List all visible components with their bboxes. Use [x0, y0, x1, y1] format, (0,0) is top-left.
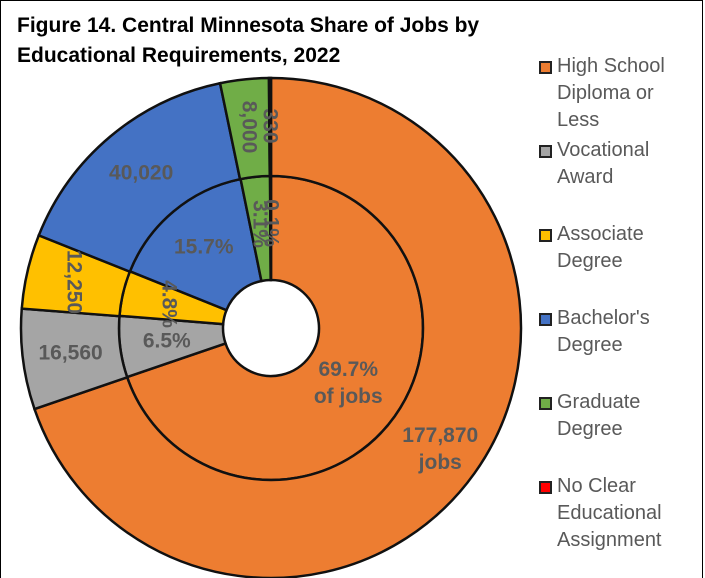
- data-label: 69.7% of jobs: [313, 358, 383, 409]
- legend-swatch: [539, 481, 552, 494]
- legend-swatch: [539, 229, 552, 242]
- data-label: 4.8%: [157, 280, 181, 328]
- legend-swatch: [539, 313, 552, 326]
- data-label: 0.1%: [259, 199, 283, 247]
- legend-label: Graduate Degree: [557, 391, 641, 440]
- legend-swatch: [539, 145, 552, 158]
- data-label: 177,870 jobs: [402, 423, 479, 474]
- donut-slice: [267, 76, 273, 178]
- data-label: 40,020: [109, 161, 174, 185]
- chart-title: Figure 14. Central Minnesota Share of Jo…: [17, 14, 480, 67]
- data-label: 330: [258, 108, 282, 144]
- legend-label: Vocational Award: [557, 139, 650, 188]
- legend-label: No Clear Educational Assignment: [557, 475, 662, 551]
- legend-label: High School Diploma or Less: [557, 55, 665, 131]
- legend-label: Associate Degree: [557, 223, 644, 272]
- data-label: 16,560: [38, 341, 103, 365]
- legend-swatch: [539, 397, 552, 410]
- legend-swatch: [539, 61, 552, 74]
- data-label: 15.7%: [173, 235, 234, 259]
- data-label: 12,250: [62, 250, 86, 315]
- donut-slice: [32, 76, 523, 578]
- legend-label: Bachelor's Degree: [557, 307, 650, 356]
- data-label: 6.5%: [142, 329, 191, 353]
